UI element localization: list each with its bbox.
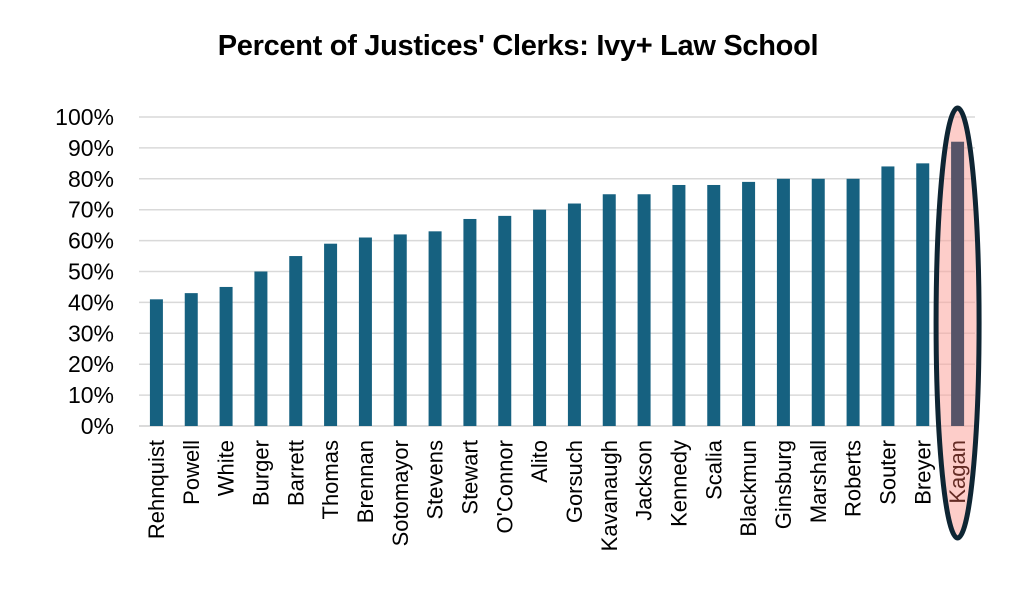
x-axis-label: Brennan (353, 440, 378, 523)
bar (811, 178, 825, 426)
bar (393, 234, 407, 426)
x-axis-label: Marshall (806, 440, 831, 523)
x-axis-label: Sotomayor (388, 440, 413, 546)
x-axis-label: Kagan (945, 440, 970, 504)
bar (219, 286, 233, 426)
x-axis-label: Thomas (318, 440, 343, 519)
x-axis-label: Stewart (457, 440, 482, 515)
x-axis-label: Kennedy (666, 440, 691, 527)
x-axis-label: Souter (875, 440, 900, 505)
bar (463, 218, 477, 426)
bar (358, 237, 372, 426)
x-axis-label: Ginsburg (771, 440, 796, 529)
bar (184, 293, 198, 426)
x-axis-label: Jackson (632, 440, 657, 521)
y-tick-label: 40% (68, 289, 114, 315)
bar (254, 271, 268, 426)
bar (776, 178, 790, 426)
bar (567, 203, 581, 426)
x-axis-label: Powell (179, 440, 204, 505)
bar (846, 178, 860, 426)
bar (602, 194, 616, 426)
bar (289, 256, 303, 426)
y-tick-label: 50% (68, 259, 114, 285)
bar (428, 231, 442, 426)
x-axis-label: Blackmun (736, 440, 761, 537)
bar (637, 194, 651, 426)
x-axis-label: Kavanaugh (597, 440, 622, 551)
bar (707, 184, 721, 426)
x-axis-label: White (214, 440, 239, 496)
bar (533, 209, 547, 426)
bar (916, 163, 930, 426)
x-axis-label: Alito (527, 440, 552, 483)
bar (742, 181, 756, 426)
x-axis-label: Rehnquist (144, 440, 169, 539)
x-axis-label: O'Connor (492, 440, 517, 533)
y-tick-label: 30% (68, 320, 114, 346)
bar (881, 166, 895, 426)
x-axis-label: Gorsuch (562, 440, 587, 523)
y-tick-label: 20% (68, 351, 114, 377)
bar (149, 299, 163, 426)
x-axis-label: Roberts (841, 440, 866, 517)
bar (498, 215, 512, 426)
chart-title: Percent of Justices' Clerks: Ivy+ Law Sc… (217, 30, 819, 62)
y-tick-label: 70% (68, 197, 114, 223)
y-tick-label: 90% (68, 135, 114, 161)
bar (672, 184, 686, 426)
y-tick-label: 100% (55, 104, 114, 130)
x-axis-label: Stevens (423, 440, 448, 519)
x-axis-label: Scalia (701, 439, 726, 500)
bar-highlighted (951, 141, 965, 426)
x-axis-label: Burger (248, 440, 273, 506)
x-axis-label: Breyer (910, 440, 935, 505)
y-tick-label: 60% (68, 228, 114, 254)
bar (324, 243, 338, 426)
x-axis-label: Barrett (283, 440, 308, 506)
y-tick-label: 80% (68, 166, 114, 192)
y-tick-label: 10% (68, 382, 114, 408)
y-tick-label: 0% (81, 413, 114, 439)
